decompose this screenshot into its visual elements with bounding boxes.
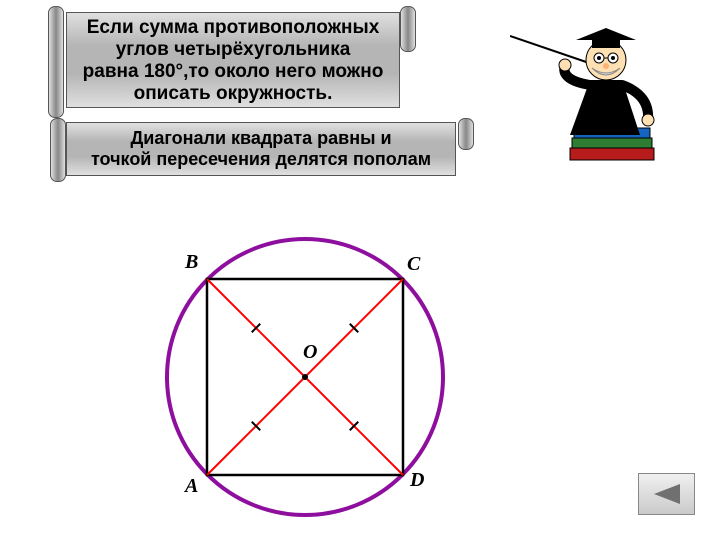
scroll-end <box>458 118 474 150</box>
vertex-label-d: D <box>410 469 424 492</box>
vertex-label-a: A <box>185 475 198 498</box>
nav-back-button[interactable] <box>638 473 695 515</box>
theorem1-line1: Если сумма противоположных <box>67 17 399 39</box>
triangle-left-icon <box>650 482 684 506</box>
scroll-end <box>48 6 64 118</box>
theorem-box-1: Если сумма противоположных углов четырёх… <box>66 12 400 108</box>
scroll-end <box>400 6 416 52</box>
theorem1-line2: углов четырёхугольника <box>67 39 399 61</box>
geometry-diagram: A B C D O <box>155 227 455 527</box>
center-label-o: O <box>303 341 317 364</box>
theorem1-line4: описать окружность. <box>67 83 399 105</box>
theorem-box-2: Диагонали квадрата равны и точкой пересе… <box>66 122 456 176</box>
scroll-end <box>50 118 66 182</box>
professor-illustration <box>510 10 670 170</box>
vertex-label-b: B <box>185 251 198 274</box>
theorem2-line1: Диагонали квадрата равны и <box>67 128 455 149</box>
theorem1-line3: равна 180°,то около него можно <box>67 61 399 83</box>
theorem2-line2: точкой пересечения делятся пополам <box>67 149 455 170</box>
vertex-label-c: C <box>407 253 420 276</box>
